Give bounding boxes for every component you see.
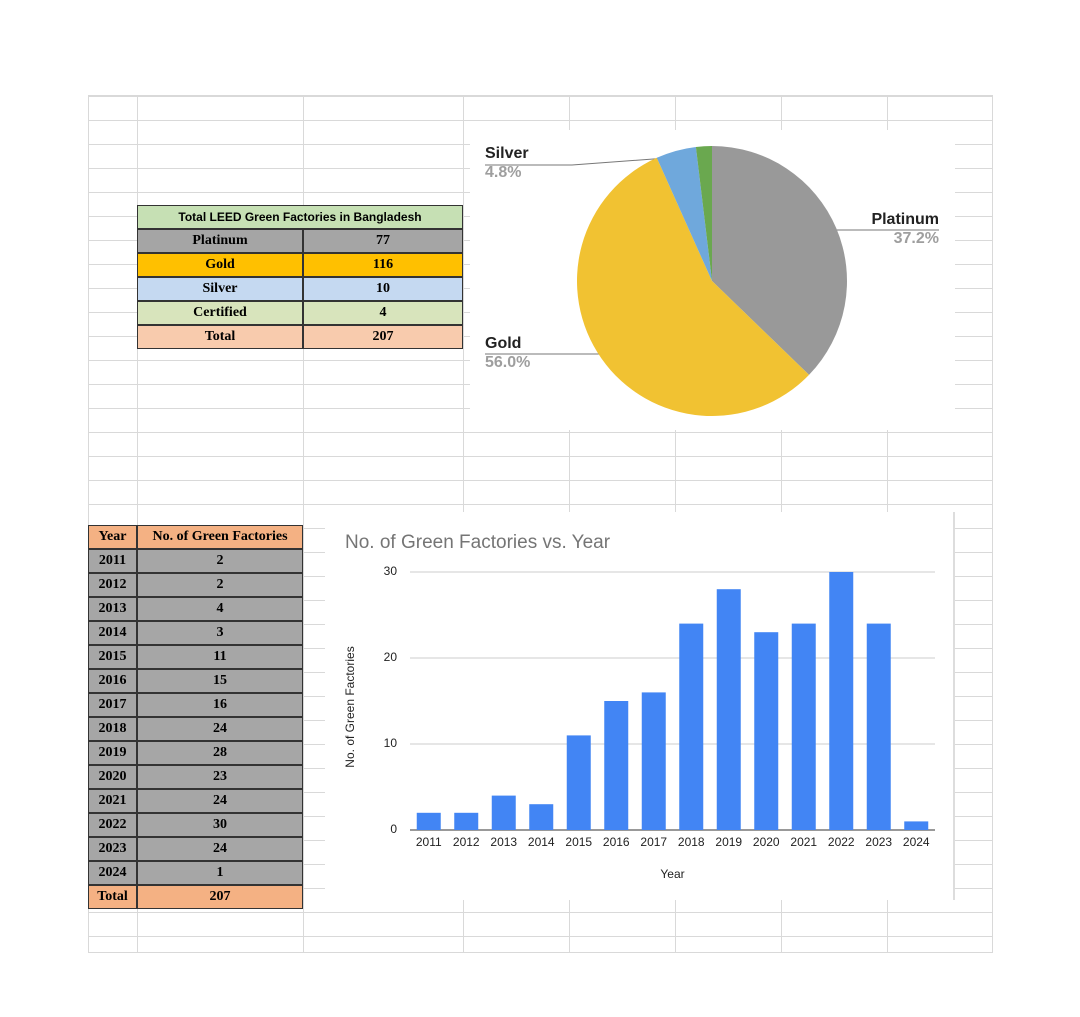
table-cell: 2023 [88,837,137,861]
x-tick-label: 2018 [678,835,705,849]
table-cell: 2012 [88,573,137,597]
pie-label: Platinum [871,211,939,228]
x-tick-label: 2017 [640,835,667,849]
table-cell: 2021 [88,789,137,813]
bar [454,812,479,830]
bar [604,701,629,830]
y-tick-label: 0 [390,822,397,836]
column-line [303,95,304,953]
bar [791,623,816,830]
table-cell: 3 [137,621,303,645]
table-cell: 28 [137,741,303,765]
table-cell: 2024 [88,861,137,885]
bar [754,632,779,830]
y-tick-label: 30 [384,564,398,578]
pie-slice [695,146,712,281]
table-cell: 4 [303,301,463,325]
table-cell: 2019 [88,741,137,765]
y-tick-label: 20 [384,650,398,664]
table-cell: 4 [137,597,303,621]
bar [566,735,591,830]
table-cell: 15 [137,669,303,693]
x-axis-label: Year [660,867,684,881]
column-line [137,95,138,953]
bar [641,692,666,830]
x-tick-label: 2019 [715,835,742,849]
table-cell: 2016 [88,669,137,693]
pie-label: Gold [485,335,521,352]
table-cell: 16 [137,693,303,717]
table-cell: 2022 [88,813,137,837]
table-cell: 2 [137,549,303,573]
table-cell: Total [88,885,137,909]
bar [866,623,891,830]
x-tick-label: 2011 [416,835,442,849]
table-cell: 24 [137,789,303,813]
chart-title: No. of Green Factories vs. Year [345,532,611,553]
bar [679,623,704,830]
table-cell: 2020 [88,765,137,789]
table-cell: Total [137,325,303,349]
y-tick-label: 10 [384,736,398,750]
table-cell: 24 [137,717,303,741]
bar [829,572,854,830]
pie-value-label: 37.2% [894,230,939,247]
table-cell: 1 [137,861,303,885]
table-cell: 207 [303,325,463,349]
x-tick-label: 2016 [603,835,630,849]
table-cell: 77 [303,229,463,253]
table-cell: Certified [137,301,303,325]
x-tick-label: 2012 [453,835,480,849]
table-cell: 2013 [88,597,137,621]
pie-slice [576,157,810,417]
table-cell: Platinum [137,229,303,253]
table-cell: 2015 [88,645,137,669]
table-cell: 2 [137,573,303,597]
table-cell: 11 [137,645,303,669]
table-title: Total LEED Green Factories in Bangladesh [137,205,463,229]
table-cell: 23 [137,765,303,789]
x-tick-label: 2015 [565,835,592,849]
bar [529,804,554,830]
x-tick-label: 2021 [790,835,817,849]
x-tick-label: 2020 [753,835,780,849]
table-header: Year [88,525,137,549]
table-header: No. of Green Factories [137,525,303,549]
pie-value-label: 4.8% [485,164,521,181]
pie-slice [712,146,847,375]
bar [904,821,929,830]
table-cell: 10 [303,277,463,301]
x-tick-label: 2014 [528,835,555,849]
bar [416,812,441,830]
table-cell: 116 [303,253,463,277]
x-tick-label: 2023 [865,835,892,849]
pie-label: Silver [485,145,529,162]
table-cell: Silver [137,277,303,301]
bar [716,589,741,830]
table-cell: 30 [137,813,303,837]
table-cell: 2017 [88,693,137,717]
y-axis-label: No. of Green Factories [343,646,357,767]
leader-line [485,156,681,166]
bar [491,795,516,830]
table-cell: 2014 [88,621,137,645]
x-tick-label: 2013 [490,835,517,849]
pie-slice [656,146,712,281]
table-cell: 24 [137,837,303,861]
table-cell: Gold [137,253,303,277]
table-cell: 2018 [88,717,137,741]
table-cell: 207 [137,885,303,909]
pie-value-label: 56.0% [485,354,530,371]
x-tick-label: 2024 [903,835,930,849]
table-cell: 2011 [88,549,137,573]
x-tick-label: 2022 [828,835,855,849]
